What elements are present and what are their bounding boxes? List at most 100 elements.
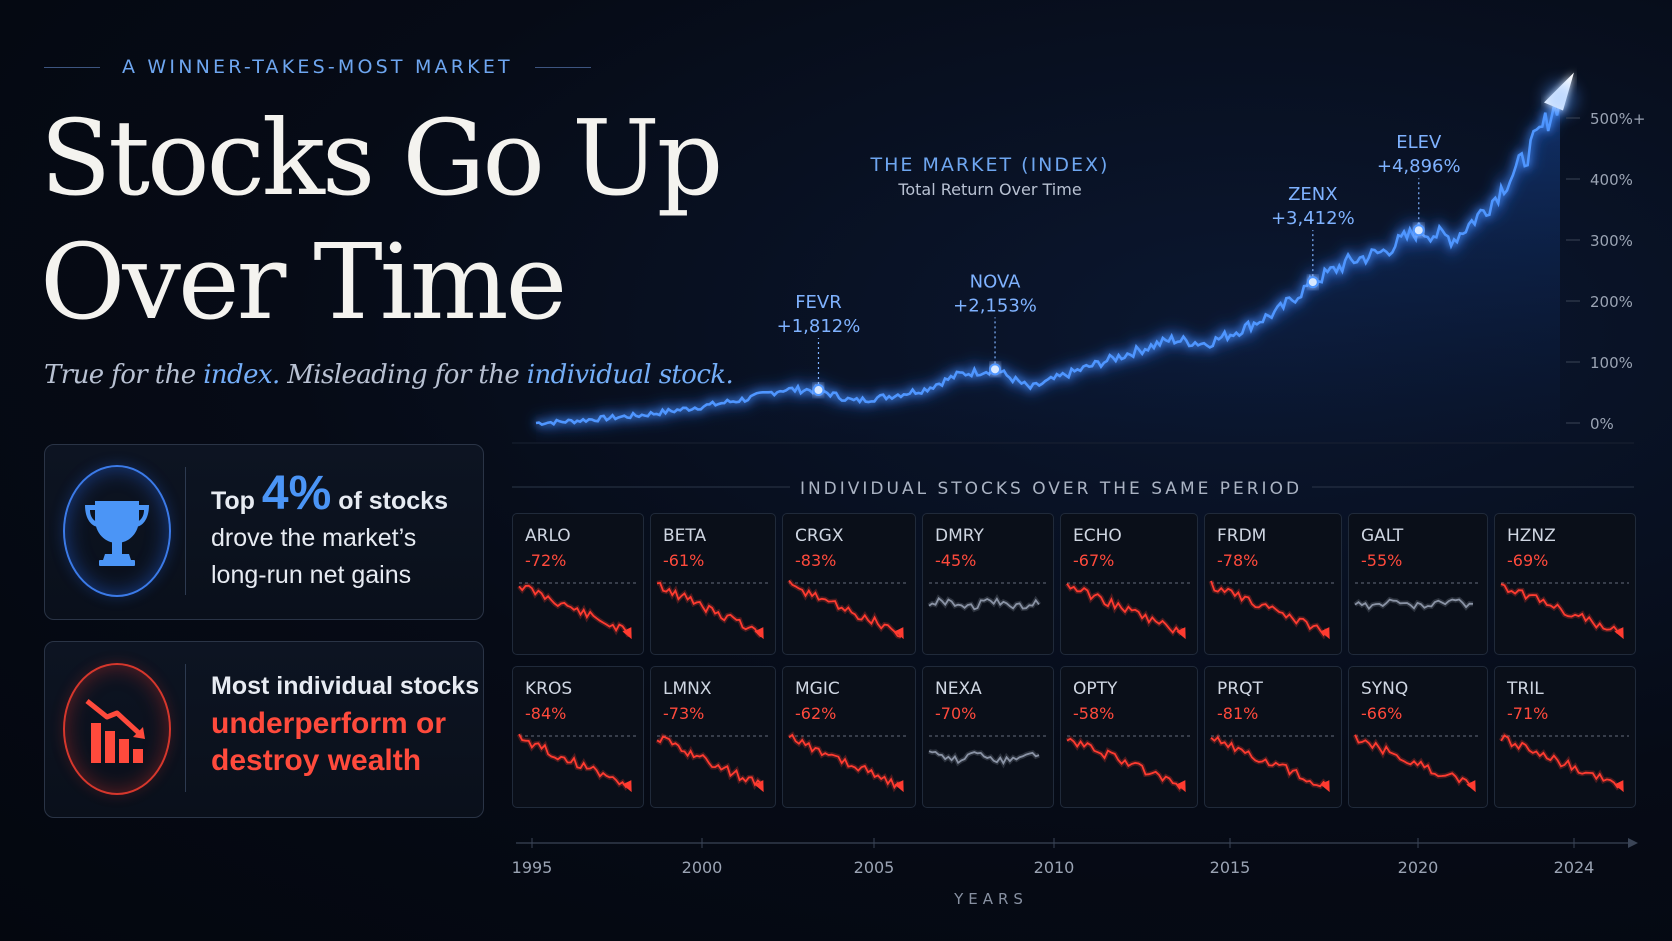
stock-change: -67%	[1073, 551, 1115, 570]
stock-tile-crgx: CRGX -83%	[782, 513, 916, 655]
stock-sparkline	[1209, 733, 1335, 793]
stock-change: -72%	[525, 551, 567, 570]
stock-sparkline	[787, 731, 909, 793]
y-tick-label: 0%	[1590, 415, 1614, 433]
underperform-line-3: destroy wealth	[211, 744, 422, 777]
sparkline-line	[928, 750, 1040, 766]
stock-ticker: ECHO	[1073, 526, 1122, 546]
stock-ticker: CRGX	[795, 526, 844, 546]
sparkline-glow	[1209, 733, 1329, 790]
stock-sparkline	[1208, 580, 1335, 640]
stock-change: -69%	[1507, 551, 1549, 570]
sparkline-line	[1354, 598, 1474, 611]
sparkline-arrow	[1614, 627, 1624, 640]
top-stocks-line-2: drove the market’s	[211, 524, 417, 552]
underperform-text: Most individual stocks underperform or d…	[211, 668, 479, 779]
sparkline-line	[656, 735, 762, 787]
y-tick-label: 400%	[1590, 171, 1633, 189]
subtitle-index: index.	[203, 360, 280, 390]
sparkline-glow	[787, 578, 902, 640]
stock-change: -58%	[1073, 704, 1115, 723]
title-line-2: Over Time	[40, 221, 567, 343]
years-axis-label: YEARS	[953, 890, 1028, 908]
stock-sparkline	[1500, 581, 1629, 640]
annotation-value: +2,153%	[953, 295, 1037, 316]
sparkline-arrow	[894, 780, 904, 793]
page-title: Stocks Go Up Over Time	[40, 96, 723, 344]
y-tick-label: 100%	[1590, 354, 1633, 372]
index-line	[535, 98, 1562, 427]
stock-sparkline	[928, 735, 1047, 769]
stock-ticker: PRQT	[1217, 679, 1263, 699]
sparkline-arrow	[1176, 627, 1186, 640]
sparkline-arrow	[622, 627, 632, 640]
stock-change: -73%	[663, 704, 705, 723]
year-tick-label: 2010	[1034, 858, 1075, 877]
stock-ticker: ARLO	[525, 526, 571, 546]
stock-ticker: KROS	[525, 679, 573, 699]
stock-ticker: FRDM	[1217, 526, 1267, 546]
top-of-stocks: of stocks	[331, 487, 448, 515]
stock-tile-frdm: FRDM -78%	[1204, 513, 1342, 655]
stock-sparkline	[655, 733, 769, 793]
year-tick-label: 2000	[682, 858, 723, 877]
stock-sparkline	[1064, 582, 1191, 640]
index-chart-subtitle: Total Return Over Time	[897, 180, 1081, 199]
underperform-card: Most individual stocks underperform or d…	[44, 641, 484, 818]
subtitle-part-2: Misleading for the	[279, 360, 527, 390]
kicker-rule-left	[44, 66, 100, 68]
sparkline-arrow	[754, 780, 764, 793]
annotation-ticker: NOVA	[970, 271, 1021, 292]
stock-tile-lmnx: LMNX -73%	[650, 666, 776, 808]
stock-tile-echo: ECHO -67%	[1060, 513, 1198, 655]
y-tick-label: 500%+	[1590, 110, 1645, 128]
top-stocks-line-3: long-run net gains	[211, 561, 412, 589]
kicker: A WINNER-TAKES-MOST MARKET	[44, 52, 594, 82]
stock-change: -70%	[935, 704, 977, 723]
stock-sparkline	[517, 582, 637, 640]
stocks-section-title: INDIVIDUAL STOCKS OVER THE SAME PERIOD	[800, 479, 1302, 499]
stock-sparkline	[1065, 735, 1191, 793]
index-annotation: ZENX +3,412%	[1271, 184, 1355, 289]
index-arrowhead	[1542, 72, 1578, 117]
stock-sparkline	[1353, 582, 1481, 613]
y-tick-label: 200%	[1590, 293, 1633, 311]
stock-ticker: BETA	[663, 526, 707, 546]
stock-ticker: GALT	[1361, 526, 1404, 546]
sparkline-line	[518, 584, 630, 637]
year-tick-label: 2005	[854, 858, 895, 877]
stock-sparkline	[927, 582, 1047, 613]
stock-tile-tril: TRIL -71%	[1494, 666, 1636, 808]
stock-ticker: TRIL	[1507, 679, 1544, 699]
trophy-icon	[85, 501, 149, 566]
stock-tile-hznz: HZNZ -69%	[1494, 513, 1636, 655]
stock-tile-synq: SYNQ -66%	[1348, 666, 1488, 808]
sparkline-arrow	[1176, 780, 1186, 793]
stock-sparkline	[516, 733, 637, 793]
top-stocks-line-1: Top 4% of stocks	[211, 470, 448, 520]
index-area-fill	[536, 98, 1560, 443]
stock-change: -62%	[795, 704, 837, 723]
years-axis-arrow	[1628, 838, 1638, 848]
kicker-text: A WINNER-TAKES-MOST MARKET	[122, 56, 513, 78]
stock-tile-arlo: ARLO -72%	[512, 513, 644, 655]
sparkline-line	[788, 579, 902, 638]
annotation-value: +3,412%	[1271, 208, 1355, 229]
stock-tile-dmry: DMRY -45%	[922, 513, 1054, 655]
declining-bars-icon-ring	[63, 663, 171, 795]
stock-ticker: NEXA	[935, 679, 982, 699]
stock-sparkline	[787, 578, 909, 640]
top-percent: 4%	[261, 467, 332, 520]
year-tick-label: 2015	[1210, 858, 1251, 877]
declining-bars-icon	[85, 699, 145, 763]
underperform-line-1: Most individual stocks	[211, 672, 480, 700]
stock-ticker: HZNZ	[1507, 526, 1556, 546]
sparkline-glow	[1500, 581, 1622, 635]
sparkline-line	[1500, 734, 1622, 789]
stock-ticker: OPTY	[1073, 679, 1118, 699]
underperform-line-2: underperform or	[211, 707, 447, 740]
sparkline-arrow	[1614, 780, 1624, 793]
year-tick-label: 2020	[1398, 858, 1439, 877]
sparkline-arrow	[894, 627, 904, 640]
